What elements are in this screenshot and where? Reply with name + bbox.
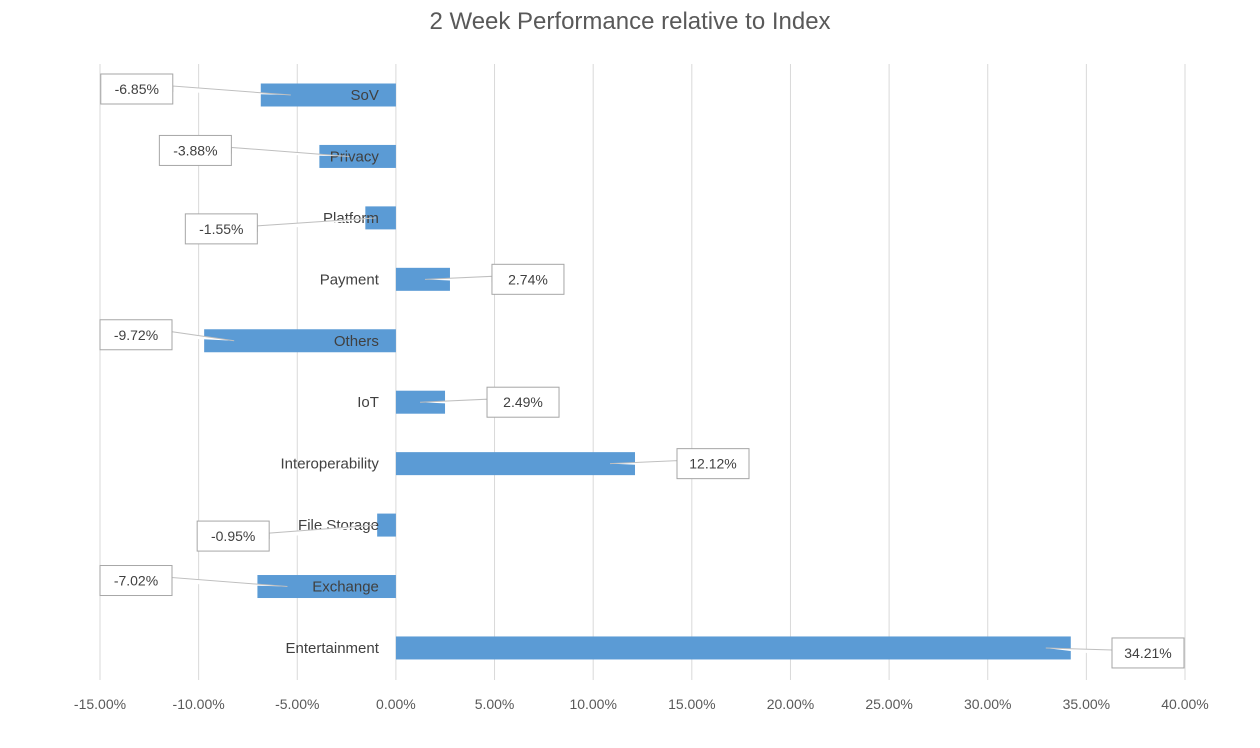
- data-label: -0.95%: [211, 528, 255, 544]
- category-label: Entertainment: [286, 640, 380, 657]
- x-tick-label: -15.00%: [74, 696, 126, 712]
- category-label: Platform: [323, 210, 379, 227]
- data-label: 2.74%: [508, 271, 548, 287]
- bar: [395, 267, 450, 291]
- x-tick-label: -5.00%: [275, 696, 319, 712]
- x-tick-label: 25.00%: [865, 696, 912, 712]
- bar: [395, 636, 1071, 660]
- data-label: -1.55%: [199, 221, 243, 237]
- chart-title: 2 Week Performance relative to Index: [429, 8, 831, 35]
- data-label-box: [99, 319, 173, 351]
- x-tick-label: 30.00%: [964, 696, 1011, 712]
- bar: [319, 144, 396, 168]
- data-label-box: [100, 73, 174, 105]
- bar: [365, 206, 396, 230]
- x-tick-label: 20.00%: [767, 696, 814, 712]
- bar: [257, 575, 396, 599]
- x-tick-label: 10.00%: [569, 696, 616, 712]
- category-label: Payment: [320, 271, 380, 288]
- bar: [395, 452, 636, 476]
- bars: [204, 83, 1071, 660]
- data-label-box: [491, 263, 565, 295]
- category-label: Interoperability: [281, 456, 380, 473]
- gridlines: [99, 64, 1186, 680]
- data-label: 12.12%: [689, 456, 736, 472]
- data-label-box: [184, 213, 258, 245]
- data-label: -9.72%: [114, 327, 158, 343]
- category-label: SoV: [351, 87, 379, 104]
- x-tick-label: 0.00%: [376, 696, 416, 712]
- x-tick-label: 40.00%: [1161, 696, 1208, 712]
- bar: [204, 329, 396, 353]
- bar: [377, 513, 396, 537]
- x-tick-label: 15.00%: [668, 696, 715, 712]
- bar: [260, 83, 396, 107]
- category-label: Privacy: [330, 148, 380, 165]
- x-axis-tick-labels: -15.00% -10.00% -5.00% 0.00% 5.00% 10.00% 15.0…: [74, 696, 1209, 712]
- data-label-box: [1111, 637, 1185, 669]
- data-label: -3.88%: [173, 142, 217, 158]
- data-labels: -6.85% -3.88% -1.55% 2.74% -9.72% 2.49% 12.12%…: [99, 73, 1185, 669]
- data-label-box: [676, 448, 750, 480]
- data-label-box: [158, 134, 232, 166]
- data-label-box: [196, 520, 270, 552]
- data-label: 34.21%: [1124, 645, 1171, 661]
- x-tick-label: 35.00%: [1063, 696, 1110, 712]
- category-labels: SoV Privacy Platform Payment Others IoT Intero…: [281, 87, 380, 657]
- data-label: -6.85%: [115, 81, 159, 97]
- data-label-box: [99, 565, 173, 597]
- category-label: Others: [334, 333, 379, 350]
- category-label: Exchange: [312, 579, 379, 596]
- x-tick-label: -10.00%: [173, 696, 225, 712]
- x-tick-label: 5.00%: [475, 696, 515, 712]
- data-label-box: [486, 386, 560, 418]
- data-label: -7.02%: [114, 573, 158, 589]
- category-label: IoT: [357, 394, 379, 411]
- data-label: 2.49%: [503, 394, 543, 410]
